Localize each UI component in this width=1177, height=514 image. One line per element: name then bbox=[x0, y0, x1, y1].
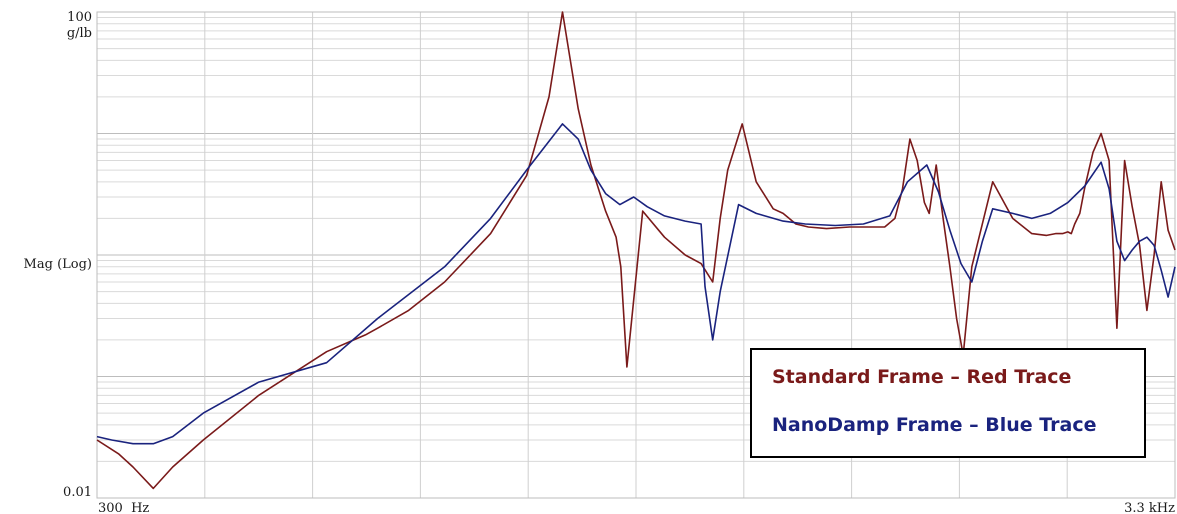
chart-grid bbox=[97, 12, 1175, 499]
series-line-nanodamp-frame bbox=[96, 123, 1176, 445]
legend-entry-nanodamp-frame: NanoDamp Frame – Blue Trace bbox=[772, 414, 1097, 436]
legend-entry-standard-frame: Standard Frame – Red Trace bbox=[772, 366, 1072, 388]
y-unit-label: g/lb bbox=[67, 26, 92, 41]
legend: Standard Frame – Red Trace NanoDamp Fram… bbox=[750, 348, 1146, 458]
y-tick-label-top: 100 bbox=[67, 10, 92, 25]
x-tick-label-end: 3.3 kHz bbox=[1124, 501, 1175, 514]
x-tick-label-start: 300 Hz bbox=[98, 501, 149, 514]
y-tick-label-bottom: 0.01 bbox=[63, 485, 92, 500]
series-line-standard-frame bbox=[96, 11, 1176, 490]
y-axis-label: Mag (Log) bbox=[24, 257, 92, 272]
plot-frame bbox=[96, 11, 1176, 499]
chart-traces bbox=[96, 11, 1176, 490]
